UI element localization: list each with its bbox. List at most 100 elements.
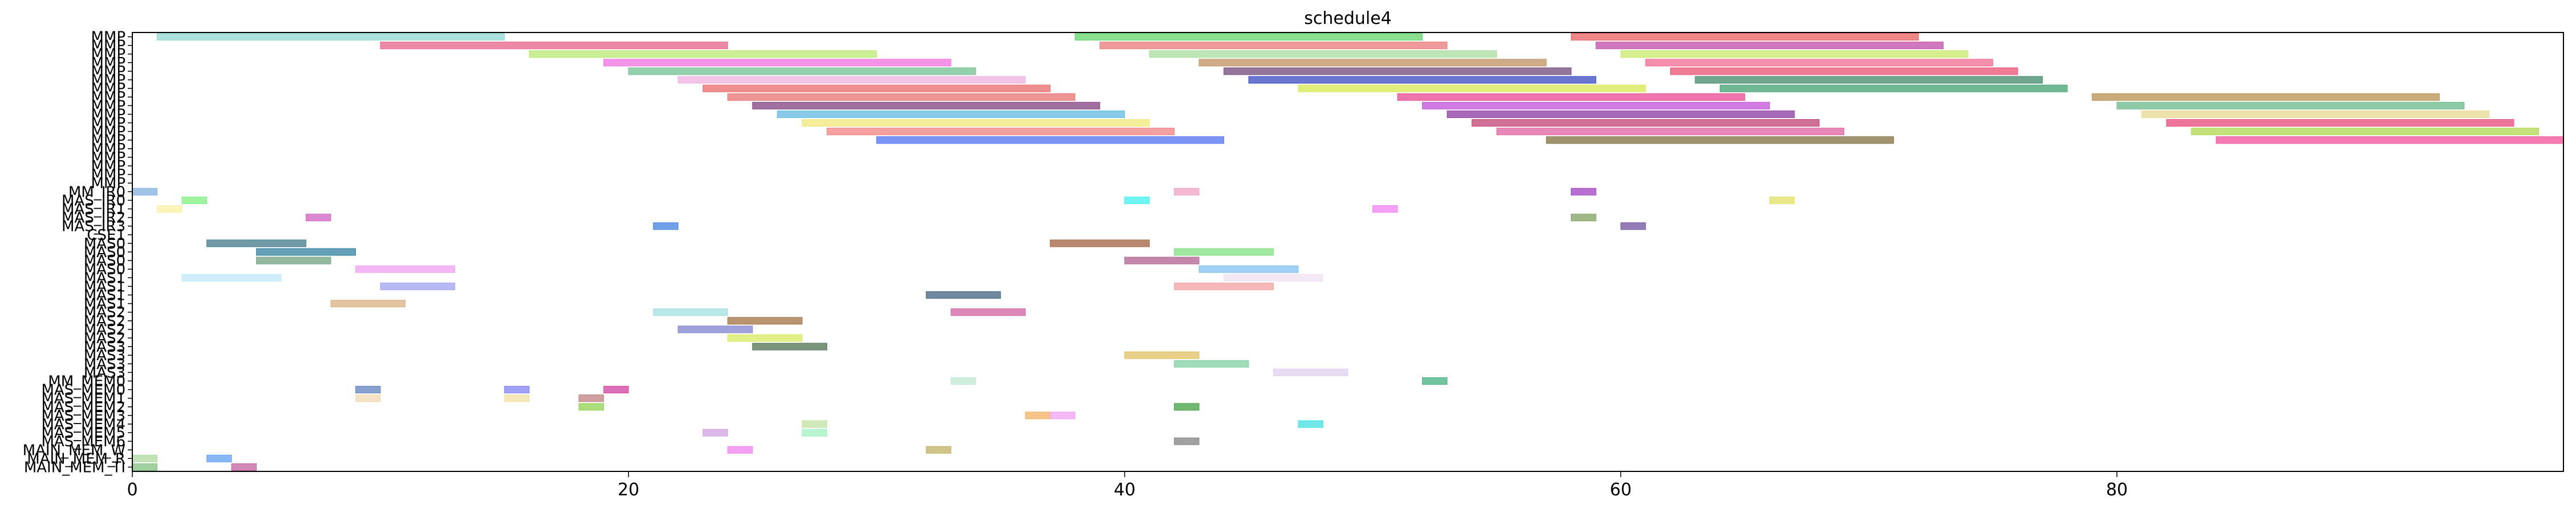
gantt-bar [355, 394, 381, 402]
x-tick-label: 40 [1113, 480, 1135, 500]
gantt-bar [727, 93, 1076, 101]
gantt-bar [2191, 128, 2539, 136]
gantt-bar [2215, 136, 2564, 144]
gantt-bar [355, 386, 381, 394]
gantt-bar [1695, 76, 2043, 84]
y-tick-label: MMP [91, 80, 125, 97]
y-tick-label: CSE1 [87, 227, 125, 244]
y-tick-label: MAS_IR1 [62, 201, 125, 218]
gantt-bar [1298, 420, 1324, 428]
gantt-bar [1570, 33, 1919, 41]
gantt-bar [752, 343, 828, 351]
gantt-bar [330, 300, 406, 308]
x-axis: 0 20 40 60 80 [127, 471, 2128, 500]
y-tick-label: MAS3 [84, 356, 125, 373]
gantt-bar [702, 84, 1051, 92]
y-tick-label: MMP [91, 158, 125, 175]
gantt-bar [2092, 93, 2440, 101]
gantt-bar [1421, 101, 1770, 109]
gantt-bar [926, 291, 1001, 299]
y-tick-label: MAS3 [84, 364, 125, 381]
y-tick-label: MAS_MEM1 [41, 390, 125, 408]
gantt-bar [1620, 222, 1646, 230]
gantt-bar [1224, 67, 1571, 75]
y-tick-label: MAIN_MEM_R [27, 450, 125, 467]
gantt-bar [578, 394, 604, 402]
gantt-bar [1174, 360, 1249, 368]
gantt-bar [380, 42, 728, 50]
y-axis: MMPMMPMMPMMPMMPMMPMMPMMPMMPMMPMMPMMPMMPM… [23, 29, 132, 476]
x-tick-label: 60 [1610, 480, 1631, 500]
y-tick-label: MAS0 [84, 253, 125, 270]
y-tick-label: MAS_MEM6 [41, 433, 125, 450]
gantt-bar [132, 188, 157, 196]
y-tick-label: MAIN_MEM_W [23, 442, 125, 459]
gantt-bar [1719, 84, 2068, 92]
y-tick-label: MAS1 [84, 278, 125, 295]
gantt-bar [1224, 274, 1324, 282]
gantt-bar [156, 33, 505, 41]
gantt-bar [305, 214, 331, 222]
gantt-bar [256, 248, 356, 256]
gantt-bar [727, 334, 803, 342]
gantt-bar [256, 256, 331, 264]
gantt-bar [132, 463, 157, 471]
y-tick-label: MAS0 [84, 244, 125, 261]
gantt-bar [1124, 256, 1200, 264]
y-tick-label: MMP [91, 132, 125, 149]
gantt-bar [1099, 42, 1448, 50]
gantt-bar [1620, 50, 1969, 58]
gantt-bar [1298, 84, 1646, 92]
gantt-bar [702, 429, 728, 437]
gantt-bar [1174, 437, 1200, 445]
y-tick-label: MAS3 [84, 347, 125, 364]
y-tick-label: MMP [91, 106, 125, 123]
gantt-bar [1570, 214, 1597, 222]
gantt-bar [529, 50, 877, 58]
gantt-bar [1174, 188, 1200, 196]
gantt-bar [1273, 368, 1348, 376]
y-tick-label: MMP [91, 115, 125, 132]
y-tick-label: MAS0 [84, 261, 125, 278]
gantt-bar [504, 386, 530, 394]
x-tick-label: 0 [127, 480, 137, 500]
y-tick-label: MAS2 [84, 330, 125, 347]
gantt-bar [827, 128, 1175, 136]
gantt-bar [1372, 205, 1398, 213]
gantt-bar [1124, 351, 1200, 359]
gantt-bar [1496, 128, 1845, 136]
y-tick-label: MMP [91, 29, 125, 46]
y-tick-label: MM_IR0 [68, 184, 125, 201]
y-tick-label: MAS2 [84, 313, 125, 330]
gantt-bar [1421, 377, 1448, 385]
gantt-bar [1248, 76, 1597, 84]
gantt-bar [1670, 67, 2018, 75]
gantt-bar [678, 325, 753, 333]
y-tick-label: MMP [91, 97, 125, 115]
y-tick-label: MMP [91, 55, 125, 72]
y-tick-label: MMP [91, 38, 125, 55]
gantt-bar [1397, 93, 1745, 101]
x-tick-label: 80 [2106, 480, 2128, 500]
gantt-bar [1174, 282, 1274, 290]
gantt-bar [727, 446, 753, 454]
gantt-bar [752, 101, 1100, 109]
y-tick-label: MAS1 [84, 287, 125, 304]
y-tick-label: MM_MEM0 [48, 373, 125, 390]
gantt-bar [727, 317, 803, 325]
y-tick-label: MMP [91, 149, 125, 166]
gantt-bar [231, 463, 257, 471]
gantt-bar [628, 67, 977, 75]
gantt-bar [2141, 110, 2490, 118]
gantt-bar [206, 239, 306, 247]
y-tick-label: MAS2 [84, 321, 125, 339]
y-tick-label: MMP [91, 124, 125, 141]
y-tick-label: MAS_MEM5 [41, 425, 125, 442]
gantt-bar [926, 446, 951, 454]
gantt-bar [1050, 412, 1076, 420]
y-tick-label: MMP [91, 175, 125, 192]
y-tick-label: MAS_MEM2 [41, 399, 125, 416]
gantt-bar [206, 454, 232, 462]
gantt-bar [950, 308, 1026, 316]
